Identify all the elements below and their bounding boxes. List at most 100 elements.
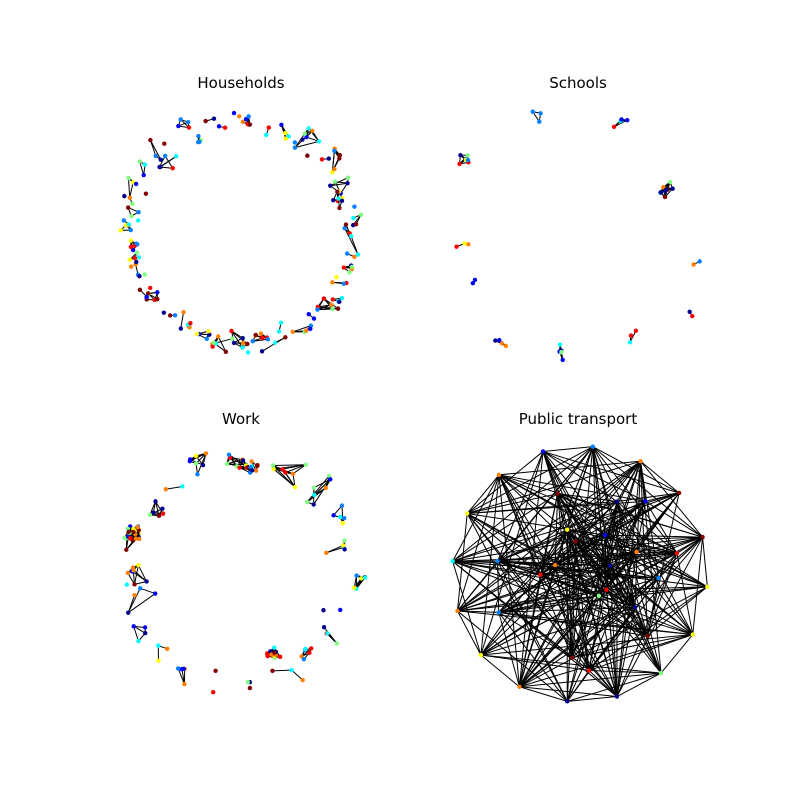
transport-edge <box>497 500 646 562</box>
transport-edge <box>645 500 703 538</box>
household-node <box>276 329 282 334</box>
workplace-node <box>321 624 327 630</box>
transport-node <box>465 511 470 516</box>
household-node <box>230 336 235 341</box>
household-node <box>343 222 349 227</box>
workplace-node <box>160 511 166 516</box>
household-edge <box>292 325 312 333</box>
household-node <box>243 116 249 122</box>
household-node <box>231 340 237 346</box>
transport-edge <box>519 577 659 688</box>
household-node <box>348 234 354 239</box>
transport-edge <box>497 560 556 566</box>
transport-edge <box>480 529 568 656</box>
workplace-node <box>338 607 343 613</box>
transport-edge <box>636 551 677 554</box>
transport-edge <box>557 493 573 658</box>
school-node <box>470 280 476 286</box>
transport-edge <box>676 553 694 635</box>
household-node <box>311 316 317 321</box>
household-node <box>229 328 234 334</box>
school-node <box>493 338 498 343</box>
workplace-edge <box>195 453 207 464</box>
household-node <box>162 141 167 146</box>
household-node <box>176 123 181 129</box>
household-node <box>203 118 208 124</box>
transport-edge <box>457 610 482 656</box>
household-node <box>162 153 168 159</box>
workplace-edge <box>306 487 327 503</box>
workplace-node <box>240 458 246 463</box>
transport-edge <box>616 501 636 608</box>
workplace-node <box>128 535 133 541</box>
transport-node <box>643 499 648 504</box>
transport-edge <box>616 501 678 554</box>
transport-edge <box>555 551 637 566</box>
workplace-node <box>249 459 254 464</box>
transport-edge <box>452 501 618 562</box>
workplace-node <box>324 550 329 556</box>
household-node <box>328 183 333 188</box>
school-node <box>465 157 471 163</box>
school-node <box>559 349 564 355</box>
transport-node <box>590 444 595 449</box>
school-node <box>560 357 565 363</box>
transport-edge <box>542 451 559 494</box>
household-node <box>306 311 311 317</box>
workplace-node <box>303 462 308 467</box>
workplace-edge <box>155 501 160 516</box>
workplace-node <box>138 586 143 591</box>
household-node <box>245 341 250 347</box>
workplace-node <box>271 645 277 650</box>
schools-network <box>454 109 702 363</box>
transport-node <box>658 670 664 676</box>
household-node <box>304 134 309 140</box>
household-node <box>130 247 136 253</box>
transport-node <box>676 490 682 496</box>
household-node <box>335 189 340 195</box>
household-node <box>341 281 346 286</box>
household-node <box>231 110 237 116</box>
household-node <box>336 196 341 201</box>
household-node <box>144 294 149 300</box>
workplace-edge <box>149 501 156 515</box>
transport-edge <box>635 501 646 553</box>
household-node <box>126 222 132 227</box>
transport-edge <box>616 607 636 697</box>
household-node <box>355 252 361 257</box>
household-node <box>330 280 335 285</box>
household-node <box>161 310 167 315</box>
household-node <box>142 162 148 167</box>
transport-edge <box>557 493 708 588</box>
household-node <box>316 139 322 144</box>
household-edge <box>159 155 177 168</box>
workplace-node <box>224 461 230 467</box>
household-node <box>351 215 356 221</box>
transport-edge <box>480 654 520 688</box>
workplace-node <box>126 610 131 615</box>
household-node <box>346 175 351 180</box>
household-node <box>132 255 138 261</box>
household-node <box>330 297 336 302</box>
workplace-node <box>290 471 296 476</box>
transport-edge <box>540 529 568 576</box>
workplace-node <box>136 536 142 542</box>
household-node <box>127 195 132 200</box>
household-node <box>135 242 140 247</box>
household-node <box>240 335 245 341</box>
school-edge <box>660 181 671 193</box>
workplace-node <box>328 477 333 482</box>
household-node <box>211 116 217 121</box>
transport-edge <box>498 606 636 613</box>
workplace-node <box>255 463 260 468</box>
transport-edge <box>498 589 607 613</box>
transport-edge <box>588 634 693 672</box>
transport-edge <box>480 451 544 656</box>
transport-edge <box>518 451 544 687</box>
household-node <box>304 328 309 333</box>
workplace-node <box>303 646 308 652</box>
household-node <box>185 120 191 125</box>
school-node <box>611 124 617 129</box>
workplace-edge <box>291 669 303 681</box>
workplace-node <box>308 646 314 651</box>
